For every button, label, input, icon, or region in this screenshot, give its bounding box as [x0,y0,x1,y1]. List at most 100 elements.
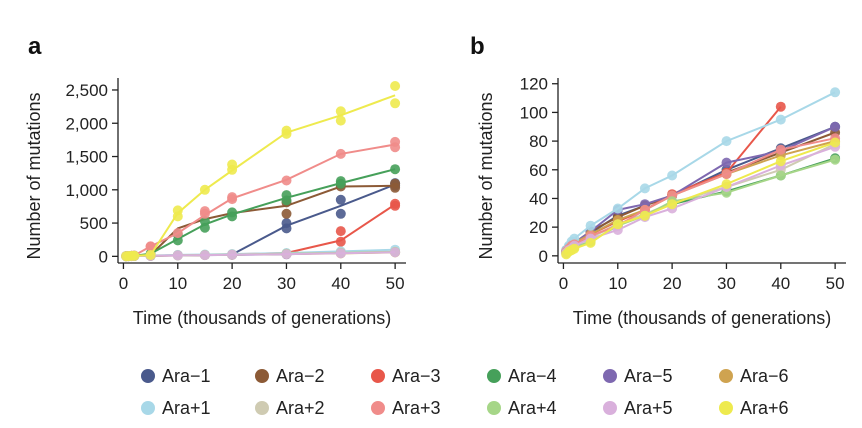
panel-a-point-araplus6 [129,250,140,261]
panel-a-point-araplus3 [145,241,156,252]
legend-label-araplus4: Ara+4 [508,398,557,418]
panel-b-line-araminus4 [565,157,836,254]
legend-swatch-araplus6 [719,401,733,415]
panel-a-ytick-label: 2,500 [65,81,108,100]
panel-a-point-araminus4 [335,176,346,187]
panel-b-series [561,87,841,260]
legend-label-araminus5: Ara−5 [624,366,673,386]
panel-a-ytick-label: 1,000 [65,181,108,200]
panel-b-point-araplus6 [830,137,841,148]
panel-b-point-araplus3 [775,144,786,155]
panel-b-xtick-label: 30 [717,274,736,293]
panel-b-point-araplus1 [721,136,732,147]
panel-a-point-araplus3 [281,175,292,186]
panel-a-point-araplus5 [199,250,210,261]
panel-a-point-araplus5 [390,247,401,258]
panel-b-point-araplus6 [569,243,580,254]
panel-a-xtick-label: 0 [119,274,128,293]
panel-b-line-araplus4 [565,158,836,254]
panel-a-ytick-label: 2,000 [65,114,108,133]
panel-b-point-araminus3 [775,101,786,112]
legend-swatch-araminus4 [487,369,501,383]
panel-a-xtick-label: 40 [331,274,350,293]
legend-label-araplus6: Ara+6 [740,398,789,418]
panel-a-ytick-label: 0 [99,247,108,266]
panel-a-point-araminus4 [199,216,210,227]
legend-label-araminus3: Ara−3 [392,366,441,386]
panel-b-point-araplus6 [639,210,650,221]
panel-b-point-araplus1 [612,203,623,214]
panel-a-line-araminus4 [126,168,396,258]
panel-a-point-araplus6 [227,159,238,170]
panel-a-ytick-label: 1,500 [65,148,108,167]
panel-b-point-araplus6 [585,237,596,248]
panel-b-ytick-label: 40 [529,189,548,208]
panel-b-point-araplus6 [612,219,623,230]
legend-label-araminus6: Ara−6 [740,366,789,386]
panel-a-point-araplus6 [145,250,156,260]
legend-label-araminus1: Ara−1 [162,366,211,386]
panel-b-point-araplus1 [585,220,596,231]
panel-b-xtick-label: 20 [663,274,682,293]
legend-swatch-araplus5 [603,401,617,415]
legend-swatch-araplus2 [255,401,269,415]
panel-a-point-araminus4 [227,207,238,218]
legend: Ara−1 Ara−2 Ara−3 Ara−4 Ara−5 Ara−6 Ara+1 Ara+2… [141,366,789,418]
legend-label-araplus5: Ara+5 [624,398,673,418]
panel-b-point-araplus3 [721,169,732,180]
panel-a-series [121,81,401,262]
legend-swatch-araplus1 [141,401,155,415]
legend-swatch-araminus6 [719,369,733,383]
panel-a-point-araplus3 [335,148,346,159]
panel-a-xtick-label: 20 [223,274,242,293]
panel-a-point-araplus5 [172,250,183,261]
panel-b-xtick-label: 0 [559,274,568,293]
panel-a-point-araplus6 [390,98,401,109]
panel-b-point-araplus6 [667,199,678,210]
panel-b-point-araplus4 [830,154,841,165]
panel-b-ytick-label: 0 [539,247,548,266]
legend-label-araminus4: Ara−4 [508,366,557,386]
panel-a-point-araplus3 [172,228,183,239]
panel-a-point-araplus3 [390,136,401,147]
panel-a-xtick-label: 30 [277,274,296,293]
panel-b-point-araplus6 [721,179,732,190]
panel-b-point-araplus1 [830,87,841,98]
panel-a-xtick-label: 50 [386,274,405,293]
panel-b-letter: b [470,33,485,60]
panel-b: b 0 20 40 60 80 100 120 0 10 20 30 40 50 Number of m… [470,33,846,328]
panel-b-point-araminus5 [721,157,732,168]
panel-b-xtick-label: 40 [771,274,790,293]
panel-a-point-araplus5 [335,248,346,259]
panel-b-xtick-label: 10 [608,274,627,293]
panel-a-point-araplus6 [390,81,401,91]
legend-swatch-araminus5 [603,369,617,383]
panel-a-point-araplus5 [281,249,292,260]
panel-a-letter: a [28,33,42,60]
panel-b-point-araplus6 [775,156,786,167]
panel-a-xtick-label: 10 [168,274,187,293]
panel-b-ytick-label: 100 [520,103,548,122]
panel-a-point-araminus3 [335,226,346,237]
panel-a-point-araplus5 [227,249,238,260]
panel-a-point-araminus4 [390,164,401,175]
panel-b-point-araplus1 [775,114,786,125]
panel-b-point-araplus1 [639,183,650,194]
panel-a-point-araplus6 [335,106,346,117]
panel-b-point-araplus4 [775,170,786,181]
panel-a-point-araminus2 [281,208,292,219]
legend-swatch-araminus1 [141,369,155,383]
panel-a-point-araplus6 [199,184,210,195]
panel-a-ytick-label: 500 [80,214,108,233]
panel-a-axes: 0 500 1,000 1,500 2,000 2,500 0 10 20 30 40 50 [65,78,406,293]
panel-a: a 0 500 1,000 1,500 2,000 2,500 0 10 20 30 40 50 Nu… [24,33,406,328]
panel-a-point-araminus1 [335,208,346,219]
panel-b-ytick-label: 80 [529,132,548,151]
panel-b-ytick-label: 120 [520,75,548,94]
panel-a-ylabel: Number of mutations [24,92,44,259]
panel-b-ytick-label: 20 [529,218,548,237]
panel-b-ylabel: Number of mutations [476,92,496,259]
panel-b-point-araplus1 [667,170,678,181]
legend-label-araplus3: Ara+3 [392,398,441,418]
